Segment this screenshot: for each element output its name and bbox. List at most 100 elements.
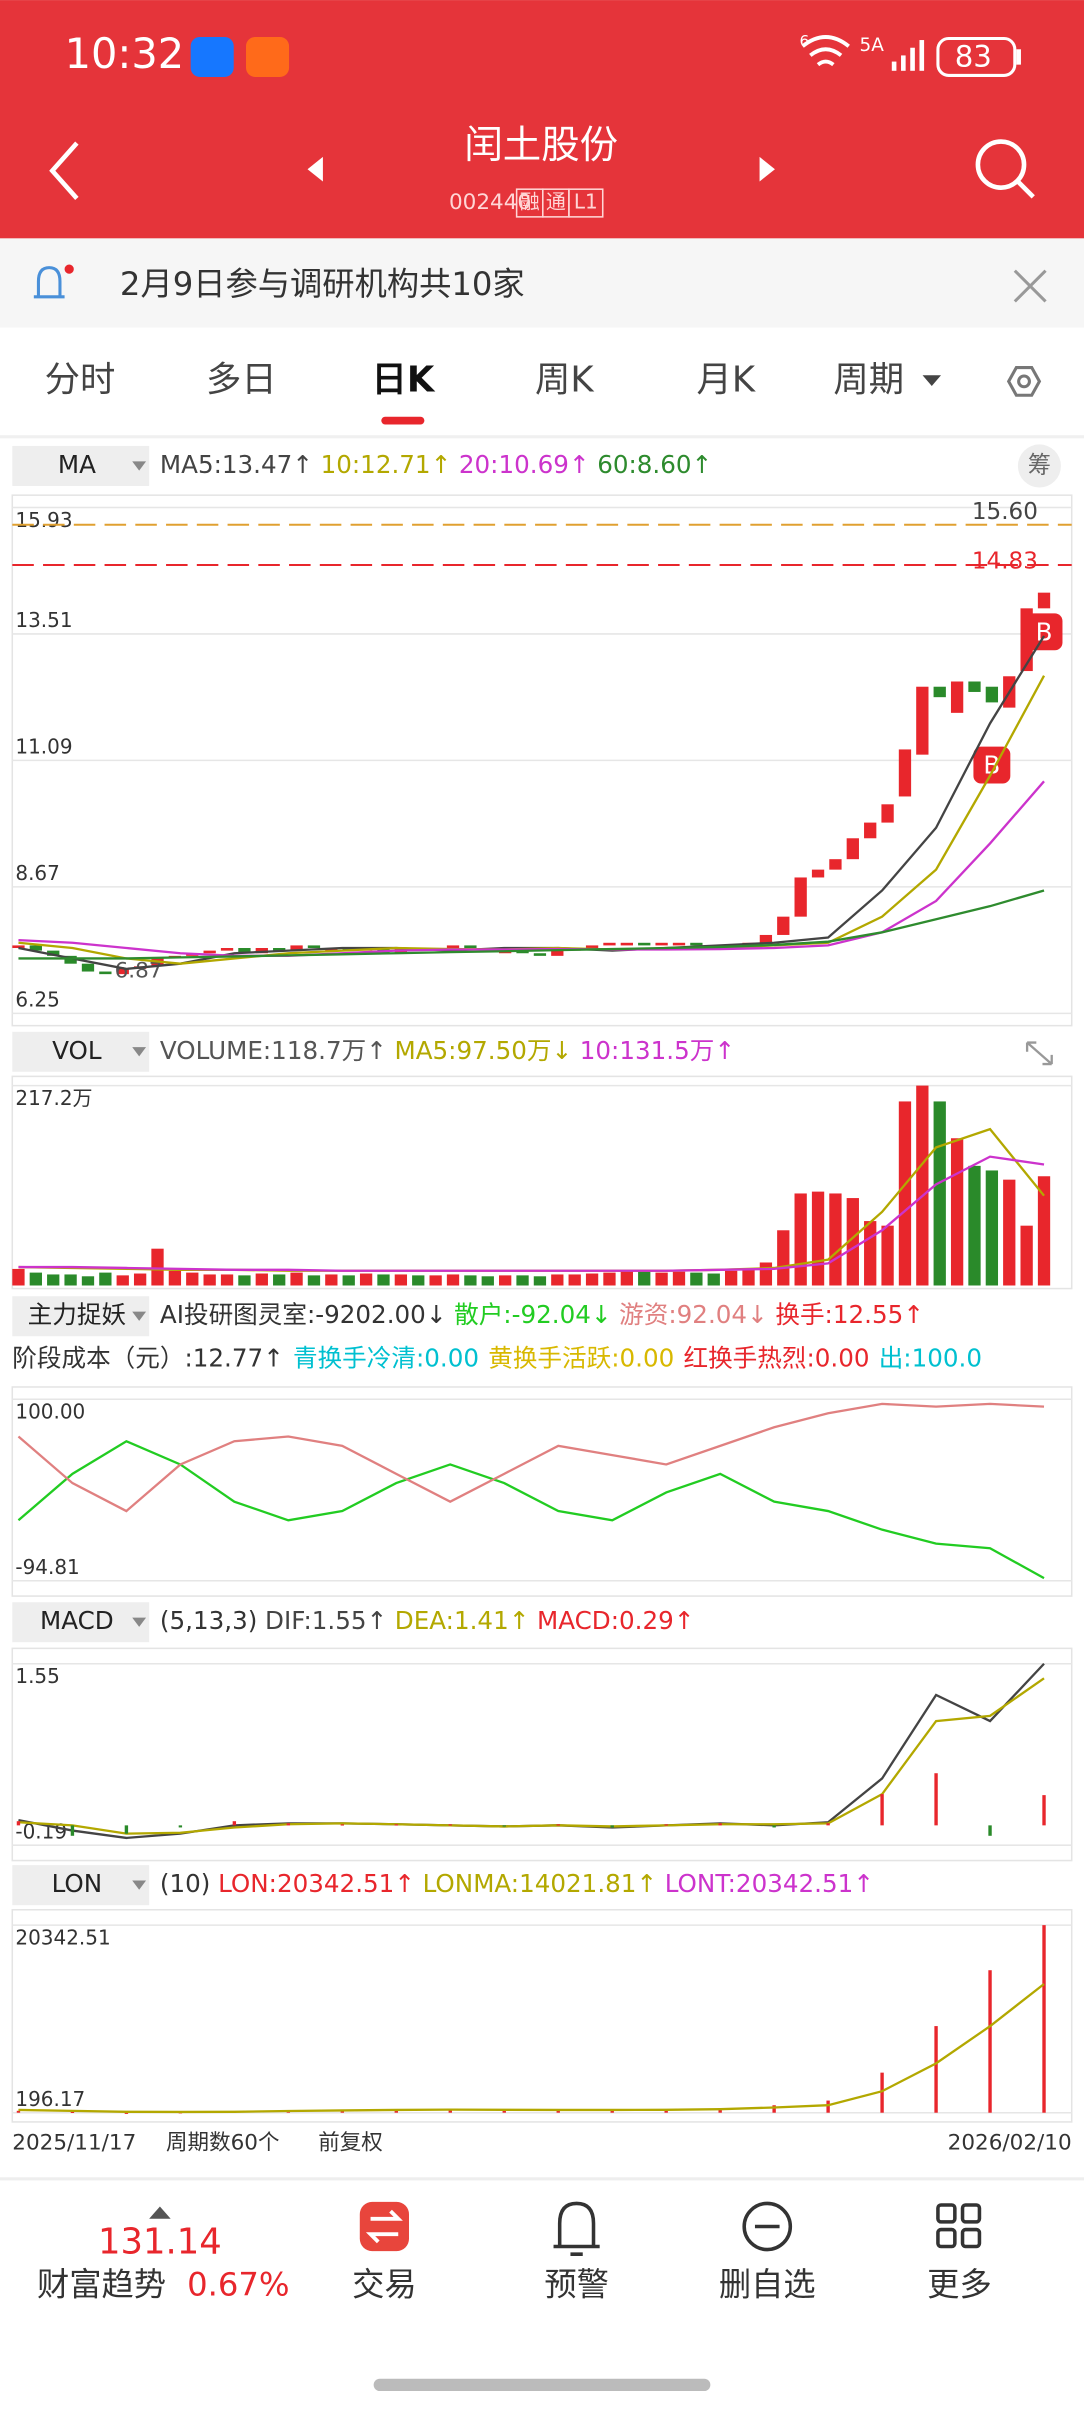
bar [707,1273,720,1286]
legend-entry: LON:20342.51↑ [218,1869,415,1898]
candle-body [759,934,773,943]
bar [603,1272,616,1286]
bar [394,1274,408,1286]
candle-body [12,945,25,949]
status-time: 10:32 [65,29,185,78]
trade-icon [359,2201,409,2252]
indicator-name: MA [58,450,96,479]
legend-entry: DEA:1.41↑ [395,1606,530,1635]
candle-body [829,859,842,870]
banner-bg[interactable] [0,238,1084,328]
tab[interactable]: 月K [696,359,755,400]
legend-entry: 20:10.69↑ [459,450,590,479]
indicator-name: VOL [52,1036,102,1065]
battery [936,36,1017,77]
bar [448,2109,452,2113]
search-button[interactable] [975,139,1027,190]
bar [864,1221,877,1286]
indicator-box[interactable] [12,1865,150,1906]
candle-body [1037,592,1051,609]
end-date: 2026/02/10 [948,2130,1072,2155]
y-tick-label: 15.93 [15,508,72,532]
indicator-dropdown [132,1047,147,1057]
bar [359,1273,373,1286]
bar [255,1273,268,1286]
legend-entry: MACD:0.29↑ [537,1606,694,1635]
badge: 通 [546,190,566,214]
nav-divider [0,2177,1084,2181]
wifi-label: 6 [800,32,810,50]
indicator-box[interactable] [12,1031,150,1072]
price-line-label: 14.83 [972,548,1038,574]
bar [610,2109,614,2113]
bar [556,2110,560,2113]
candle-body [446,945,460,949]
y-tick-label: 6.25 [15,988,59,1012]
candle-body [933,686,946,698]
bar [178,1825,183,1828]
candle-body [916,686,929,755]
bar [499,1275,512,1286]
bar [377,1274,390,1286]
bar [933,1101,946,1286]
nav-item[interactable]: 更多 [927,2265,992,2303]
chip-button[interactable] [1017,444,1061,488]
indicator-box[interactable] [12,1602,150,1643]
bar [1037,1176,1051,1286]
tab[interactable]: 周K [535,359,594,400]
indicator-box[interactable] [12,445,150,486]
bar [124,1825,129,1834]
stock-name: 闰土股份 [464,123,618,168]
bar [1020,1225,1033,1286]
bar [950,1138,964,1286]
close-banner[interactable] [1013,269,1047,303]
candle-body [273,948,286,951]
indicator-dropdown [132,1880,147,1890]
candle-body [203,950,216,954]
start-date: 2025/11/17 [12,2130,136,2155]
expand-icon[interactable] [1025,1041,1053,1066]
bar [880,2072,884,2113]
tab[interactable]: 分时 [45,359,116,400]
tab[interactable]: 日K [371,359,435,400]
index-value[interactable]: 131.14 [98,2221,222,2262]
bar [29,1272,42,1286]
back-button[interactable] [49,141,79,200]
legend-text: 换手:12.55↑ [775,1300,923,1329]
candle-body [29,945,42,951]
tab[interactable]: 多日 [206,359,277,400]
bar [718,1823,722,1826]
bar [664,2109,668,2113]
next-stock[interactable] [759,156,775,182]
index-change[interactable]: 0.67% [187,2265,290,2303]
remove-icon [742,2201,793,2252]
bar [585,1273,599,1286]
nav-item[interactable]: 交易 [352,2265,417,2303]
note-text: 红换手热烈:0.00 [683,1343,869,1372]
settings-button[interactable] [1006,366,1042,397]
bar [429,1275,442,1286]
series-line [18,1677,1045,1835]
nav-item[interactable]: 预警 [544,2265,609,2303]
index-name[interactable]: 财富趋势 [37,2265,166,2303]
tab-dropdown [922,375,942,387]
tab[interactable]: 周期 [833,359,904,400]
adjust-mode[interactable]: 前复权 [318,2130,383,2155]
bar [551,1274,564,1286]
bar [307,1275,321,1286]
app-icon [246,36,290,77]
candle-body [585,945,599,949]
bar [70,2111,75,2113]
bar [220,1274,234,1286]
y-tick-label: 8.67 [15,861,59,885]
bar [124,2112,129,2114]
prev-stock[interactable] [307,156,323,182]
bar [481,1276,494,1286]
legend-entry: MA5:13.47↑ [160,450,313,479]
note-text: 黄换手活跃:0.00 [488,1343,674,1372]
candle-body [47,950,60,956]
candle-body [777,916,790,935]
indicator-box[interactable] [12,1296,150,1337]
nav-item[interactable]: 删自选 [719,2265,816,2303]
